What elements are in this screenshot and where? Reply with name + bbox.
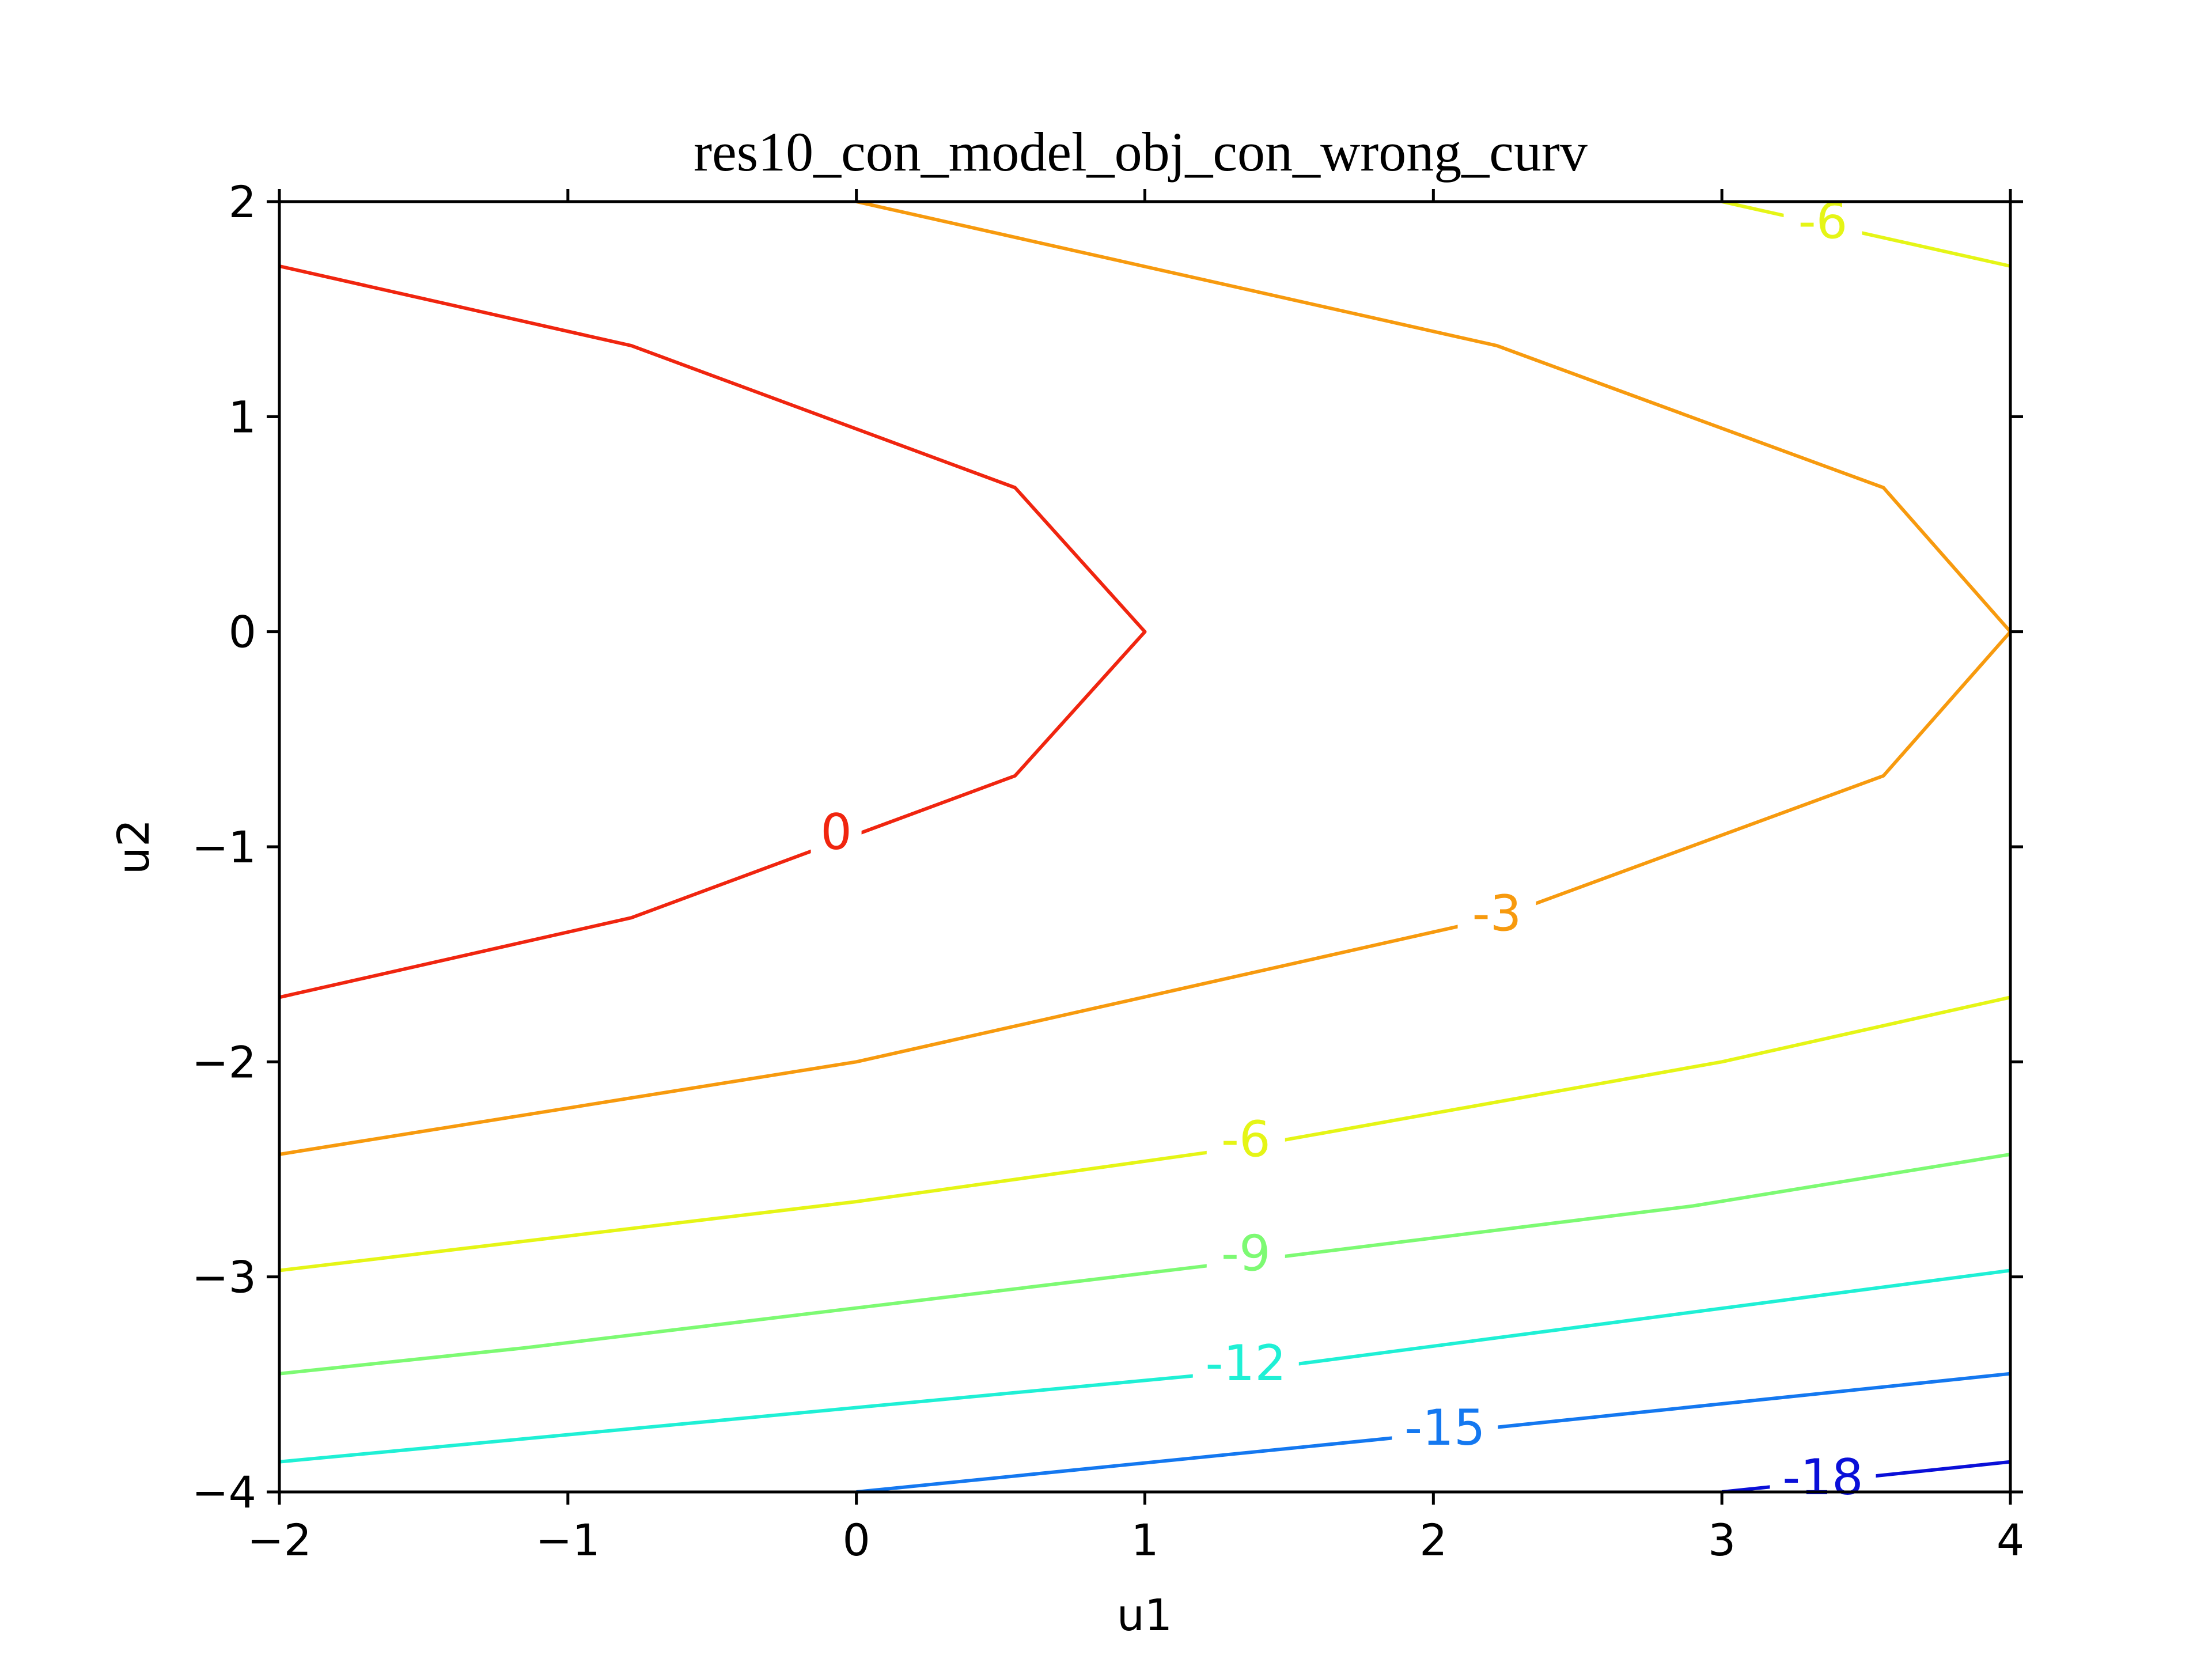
x-tick-label: 2 <box>1419 1514 1447 1566</box>
contour-label-2-1: -6 <box>1221 1111 1271 1169</box>
x-tick-label: 3 <box>1708 1514 1736 1566</box>
contour-label-0-0: 0 <box>820 804 852 861</box>
contour-label-gap-0-0 <box>810 801 862 862</box>
contour-label-gap-1-0 <box>1457 883 1536 944</box>
y-tick-label: −4 <box>192 1467 256 1518</box>
contour-label-6-0: -18 <box>1782 1449 1863 1506</box>
contour-line-level-0-segment-0 <box>279 264 1147 999</box>
y-axis-label: u2 <box>108 819 159 875</box>
x-axis-label: u1 <box>1117 1589 1173 1641</box>
contour-line-level-2-segment-0 <box>1721 200 2011 268</box>
contour-label-4-0: -12 <box>1206 1335 1286 1392</box>
x-tick-label: 0 <box>842 1514 870 1566</box>
y-tick-label: 1 <box>229 391 256 442</box>
contour-label-gap-4-0 <box>1192 1333 1299 1393</box>
contour-label-1-0: -3 <box>1472 885 1522 943</box>
x-tick-label: −1 <box>536 1514 600 1566</box>
contour-label-gap-3-0 <box>1206 1223 1285 1283</box>
y-tick-label: 0 <box>229 607 256 658</box>
contour-label-gap-2-1 <box>1206 1109 1285 1169</box>
y-tick-label: 2 <box>229 176 256 228</box>
contour-label-3-0: -9 <box>1221 1225 1271 1283</box>
contour-line-level-1-segment-0 <box>279 200 2012 1156</box>
y-tick-label: −2 <box>192 1036 256 1088</box>
x-axis-ticks: −2 −1 0 1 2 3 4 <box>247 189 2024 1566</box>
y-tick-label: −1 <box>192 821 256 873</box>
x-tick-label: −2 <box>247 1514 312 1566</box>
y-axis-ticks: −4 −3 −2 −1 0 1 2 <box>192 176 2023 1518</box>
chart-title: res10_con_model_obj_con_wrong_curv <box>694 121 1588 183</box>
y-tick-label: −3 <box>192 1252 256 1303</box>
x-tick-label: 1 <box>1131 1514 1158 1566</box>
x-tick-label: 4 <box>1997 1514 2024 1566</box>
contour-label-gap-5-0 <box>1392 1397 1498 1457</box>
contour-label-5-0: -15 <box>1404 1399 1485 1457</box>
contour-labels: 0-3-6-6-9-12-15-18 <box>810 191 1876 1507</box>
contour-label-gap-6-0 <box>1770 1446 1876 1507</box>
